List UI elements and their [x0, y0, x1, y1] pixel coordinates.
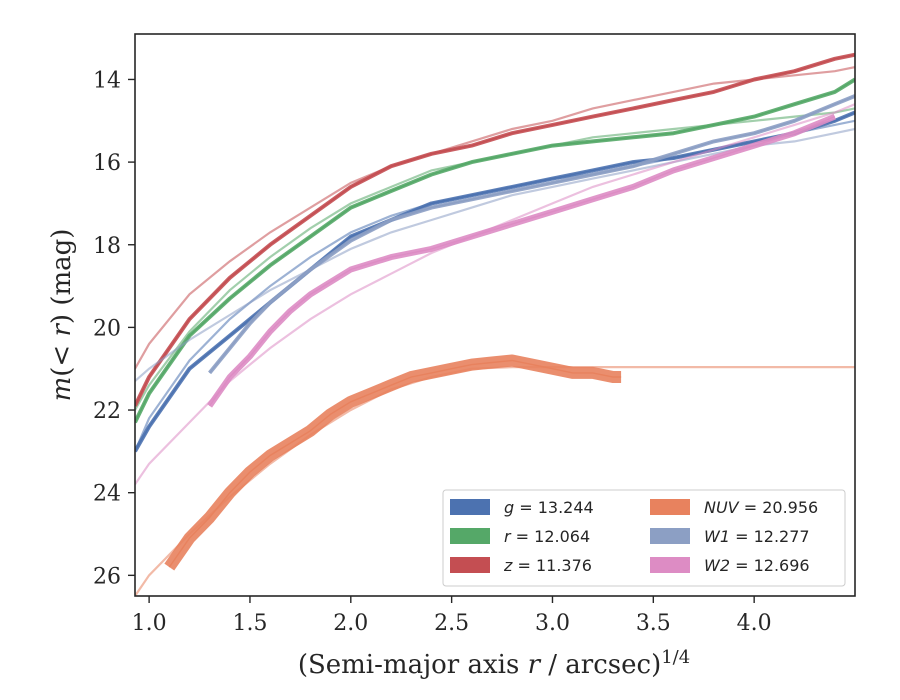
x-tick-label: 3.5: [636, 611, 671, 636]
y-tick-label: 20: [93, 316, 121, 341]
plot-frame: [134, 33, 856, 597]
series-g-band: [135, 110, 855, 453]
y-tick-label: 18: [93, 234, 121, 259]
legend-swatch: [450, 528, 490, 544]
x-axis-title: (Semi-major axis r / arcsec)1/4: [298, 647, 690, 680]
data-layer: [135, 52, 855, 596]
legend-swatch: [650, 499, 690, 515]
legend-label: W2 = 12.696: [704, 556, 810, 575]
series-w2-line: [209, 115, 836, 407]
legend-label: g = 13.244: [504, 498, 594, 517]
x-tick-label: 2.0: [333, 611, 368, 636]
y-tick-label: 26: [93, 564, 121, 589]
x-tick-label: 2.5: [434, 611, 469, 636]
svg-text:(Semi-major axis r / arcsec)1/: (Semi-major axis r / arcsec)1/4: [298, 647, 690, 680]
y-axis-title: m(< r) (mag): [47, 229, 77, 402]
x-tick-label: 3.0: [535, 611, 570, 636]
series-w1-model-line: [135, 127, 855, 382]
x-tick-label: 1.0: [132, 611, 167, 636]
legend: g = 13.244 r = 12.064 z = 11.376 NUV = 20.9…: [442, 489, 846, 587]
legend-label: W1 = 12.277: [704, 527, 810, 546]
legend-label: NUV = 20.956: [704, 498, 818, 517]
y-tick-label: 14: [93, 68, 121, 93]
legend-label: z = 11.376: [503, 556, 592, 575]
series-w1-band: [208, 94, 855, 375]
y-tick-label: 16: [93, 151, 121, 176]
series-w1-line: [209, 95, 855, 374]
ticks-layer: 1.0 1.5 2.0 2.5 3.0 3.5 4.0 14 16 18 20 22 24 26: [93, 68, 772, 636]
series-z-line: [135, 54, 855, 407]
svg-text:m(< r) (mag): m(< r) (mag): [47, 229, 77, 402]
legend-swatch: [650, 528, 690, 544]
legend-swatch: [450, 557, 490, 573]
legend-label: r = 12.064: [504, 527, 590, 546]
y-tick-label: 22: [93, 399, 121, 424]
x-tick-label: 1.5: [232, 611, 267, 636]
series-nuv-line: [168, 359, 622, 568]
y-tick-label: 24: [93, 482, 121, 507]
legend-swatch: [650, 557, 690, 573]
legend-box: [442, 489, 846, 587]
series-g-line: [135, 111, 855, 452]
legend-swatch: [450, 499, 490, 515]
series-w2-model-line: [135, 103, 855, 486]
x-tick-label: 4.0: [737, 611, 772, 636]
series-r-line: [135, 78, 855, 423]
